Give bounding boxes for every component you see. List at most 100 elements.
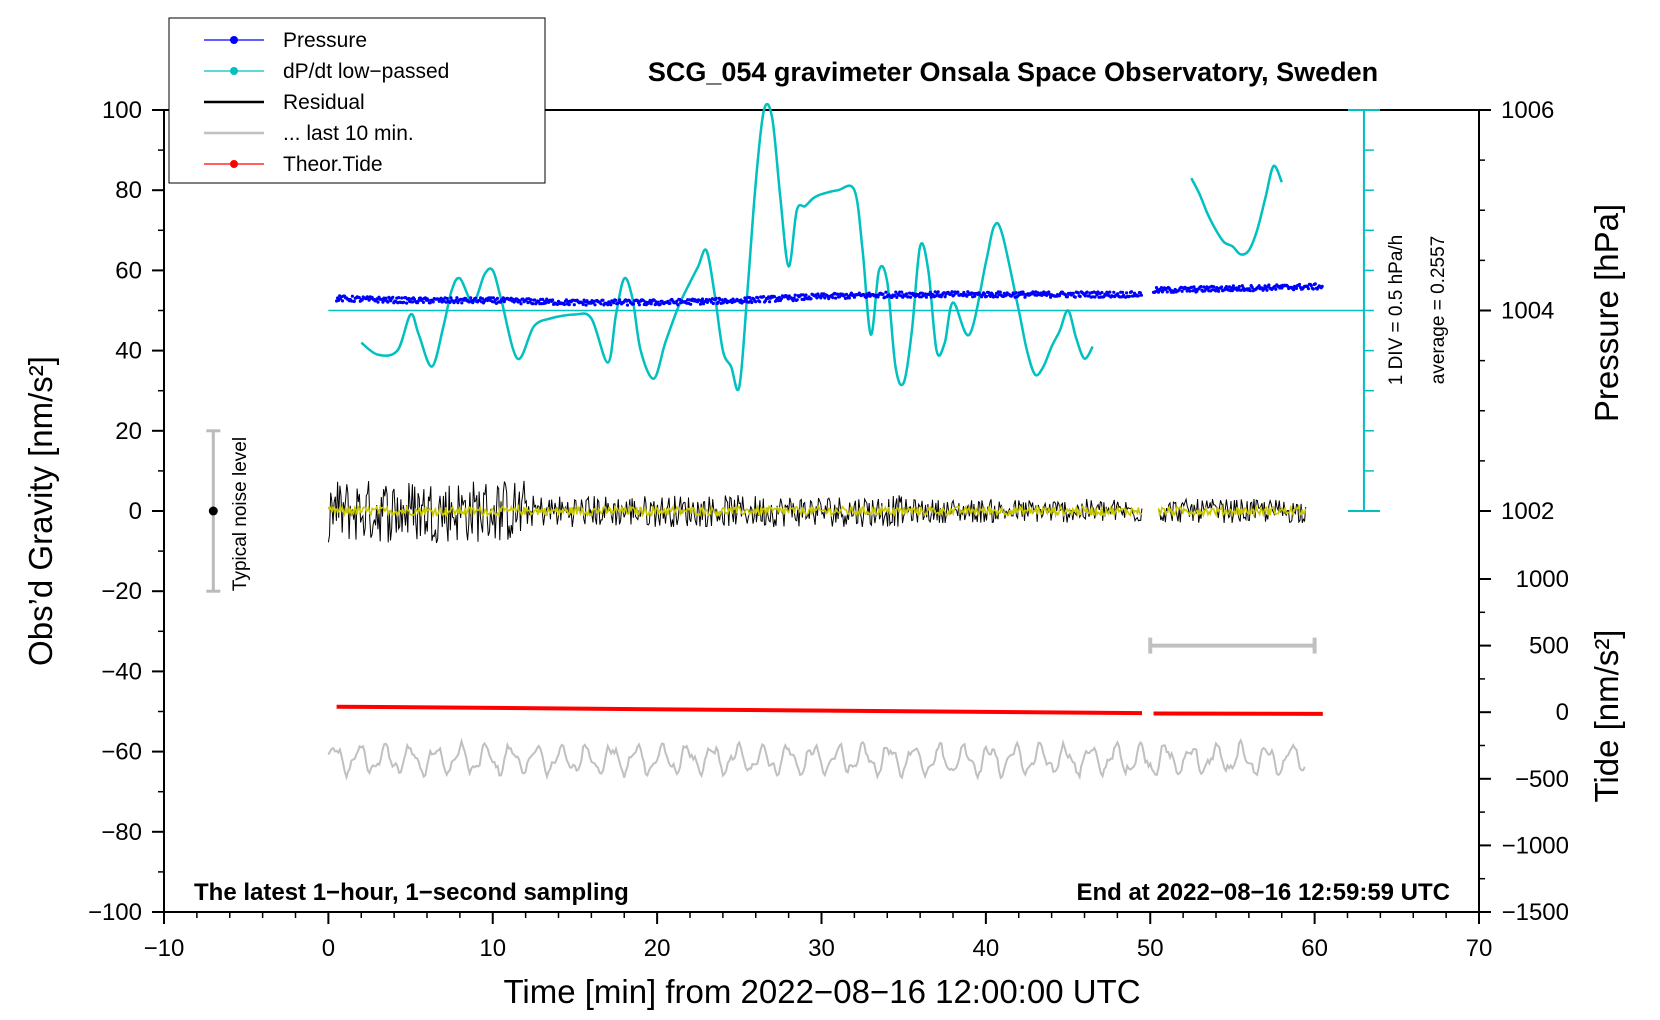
pressure-point xyxy=(416,299,421,303)
pressure-point xyxy=(1188,289,1192,293)
pressure-point xyxy=(1220,285,1224,289)
residual-series-line xyxy=(327,480,1143,544)
pressure-point xyxy=(881,292,885,296)
y-tick-label: 60 xyxy=(115,257,142,284)
pressure-point xyxy=(1193,287,1197,291)
pressure-point xyxy=(519,302,523,306)
pressure-point xyxy=(689,302,693,306)
pressure-point xyxy=(381,300,385,304)
pressure-point xyxy=(804,293,808,297)
pressure-point xyxy=(495,296,499,300)
pressure-point xyxy=(924,295,929,299)
pressure-point xyxy=(340,299,345,303)
tide-tick-label: −1000 xyxy=(1502,832,1569,859)
pressure-point xyxy=(847,296,852,300)
pressure-point xyxy=(1199,285,1203,289)
pressure-point xyxy=(1224,285,1229,289)
pressure-point xyxy=(894,290,898,294)
pressure-point xyxy=(485,298,490,303)
right-note: End at 2022−08−16 12:59:59 UTC xyxy=(1076,879,1450,906)
pressure-point xyxy=(714,296,718,300)
pressure-point xyxy=(1313,282,1317,286)
y-axis-title-tide: Tide [nm/s²] xyxy=(1588,630,1625,803)
x-tick-label: −10 xyxy=(144,935,185,962)
pressure-point xyxy=(772,295,777,299)
pressure-point xyxy=(445,296,449,301)
x-tick-label: 60 xyxy=(1301,935,1328,962)
pressure-point xyxy=(1165,290,1169,294)
pressure-point xyxy=(984,294,989,298)
pressure-point xyxy=(748,296,752,300)
pressure-point xyxy=(1100,290,1104,295)
y-axis-title-pressure: Pressure [hPa] xyxy=(1588,204,1625,422)
pressure-point xyxy=(384,296,388,300)
pressure-point xyxy=(795,298,799,302)
pressure-point xyxy=(1231,284,1235,288)
pressure-point xyxy=(531,302,535,306)
legend-label: Theor.Tide xyxy=(283,153,383,176)
pressure-point xyxy=(1156,290,1161,294)
pressure-point xyxy=(649,302,653,306)
pressure-point xyxy=(386,300,390,304)
pressure-point xyxy=(609,303,613,307)
pressure-point xyxy=(750,300,754,305)
legend-box xyxy=(168,17,546,184)
pressure-point xyxy=(762,295,766,299)
pressure-point xyxy=(1212,285,1216,289)
pressure-point xyxy=(1280,286,1284,290)
pressure-point xyxy=(793,293,797,297)
pressure-point xyxy=(711,301,715,306)
pressure-point xyxy=(962,290,966,295)
pressure-point xyxy=(1250,285,1254,289)
pressure-point xyxy=(988,294,993,298)
x-axis-title: Time [min] from 2022−08−16 12:00:00 UTC xyxy=(503,973,1140,1010)
pressure-point xyxy=(402,300,406,304)
pressure-point xyxy=(936,290,940,294)
pressure-point xyxy=(699,299,704,303)
pressure-point xyxy=(802,297,806,302)
y-tick-label: −100 xyxy=(88,899,142,926)
y-tick-label: −20 xyxy=(101,578,142,605)
pressure-point xyxy=(593,303,597,307)
pressure-point xyxy=(448,300,452,304)
pressure-point xyxy=(1040,293,1044,297)
legend-marker xyxy=(230,160,238,168)
y-tick-label: 0 xyxy=(129,498,142,525)
pressure-point xyxy=(973,294,977,298)
pressure-point xyxy=(637,303,642,307)
pressure-point xyxy=(567,303,571,307)
pressure-point xyxy=(995,295,1000,299)
tide-series-line xyxy=(336,704,1143,716)
pressure-point xyxy=(376,300,380,304)
pressure-point xyxy=(1274,287,1278,291)
legend-rows: Pressure dP/dt low−passed Residual ... last… xyxy=(204,29,449,176)
pressure-point xyxy=(844,292,849,296)
pressure-point xyxy=(998,290,1002,294)
pressure-tick-label: 1002 xyxy=(1501,498,1554,525)
pressure-point xyxy=(1309,284,1313,288)
pressure-point xyxy=(562,302,567,307)
pressure-point xyxy=(405,301,409,305)
last10-series-line xyxy=(327,737,1306,781)
pressure-point xyxy=(581,302,585,306)
residual-smoothed-line xyxy=(327,503,1143,519)
y-tick-label: −40 xyxy=(101,658,142,685)
pressure-point xyxy=(1121,290,1125,294)
pressure-point xyxy=(1230,289,1234,293)
pressure-point xyxy=(950,290,954,294)
pressure-point xyxy=(1297,282,1302,287)
pressure-point xyxy=(791,299,795,303)
pressure-point xyxy=(1023,295,1027,299)
pressure-point xyxy=(360,298,364,302)
pressure-point xyxy=(1078,294,1082,299)
pressure-point xyxy=(1305,284,1309,288)
pressure-point xyxy=(454,298,458,302)
pressure-point xyxy=(491,296,495,300)
pressure-point xyxy=(758,300,762,304)
pressure-point xyxy=(421,300,425,304)
pressure-point xyxy=(625,303,630,307)
pressure-point xyxy=(481,297,485,301)
pressure-point xyxy=(929,295,933,299)
pressure-point xyxy=(1129,290,1134,294)
pressure-point xyxy=(933,290,937,294)
